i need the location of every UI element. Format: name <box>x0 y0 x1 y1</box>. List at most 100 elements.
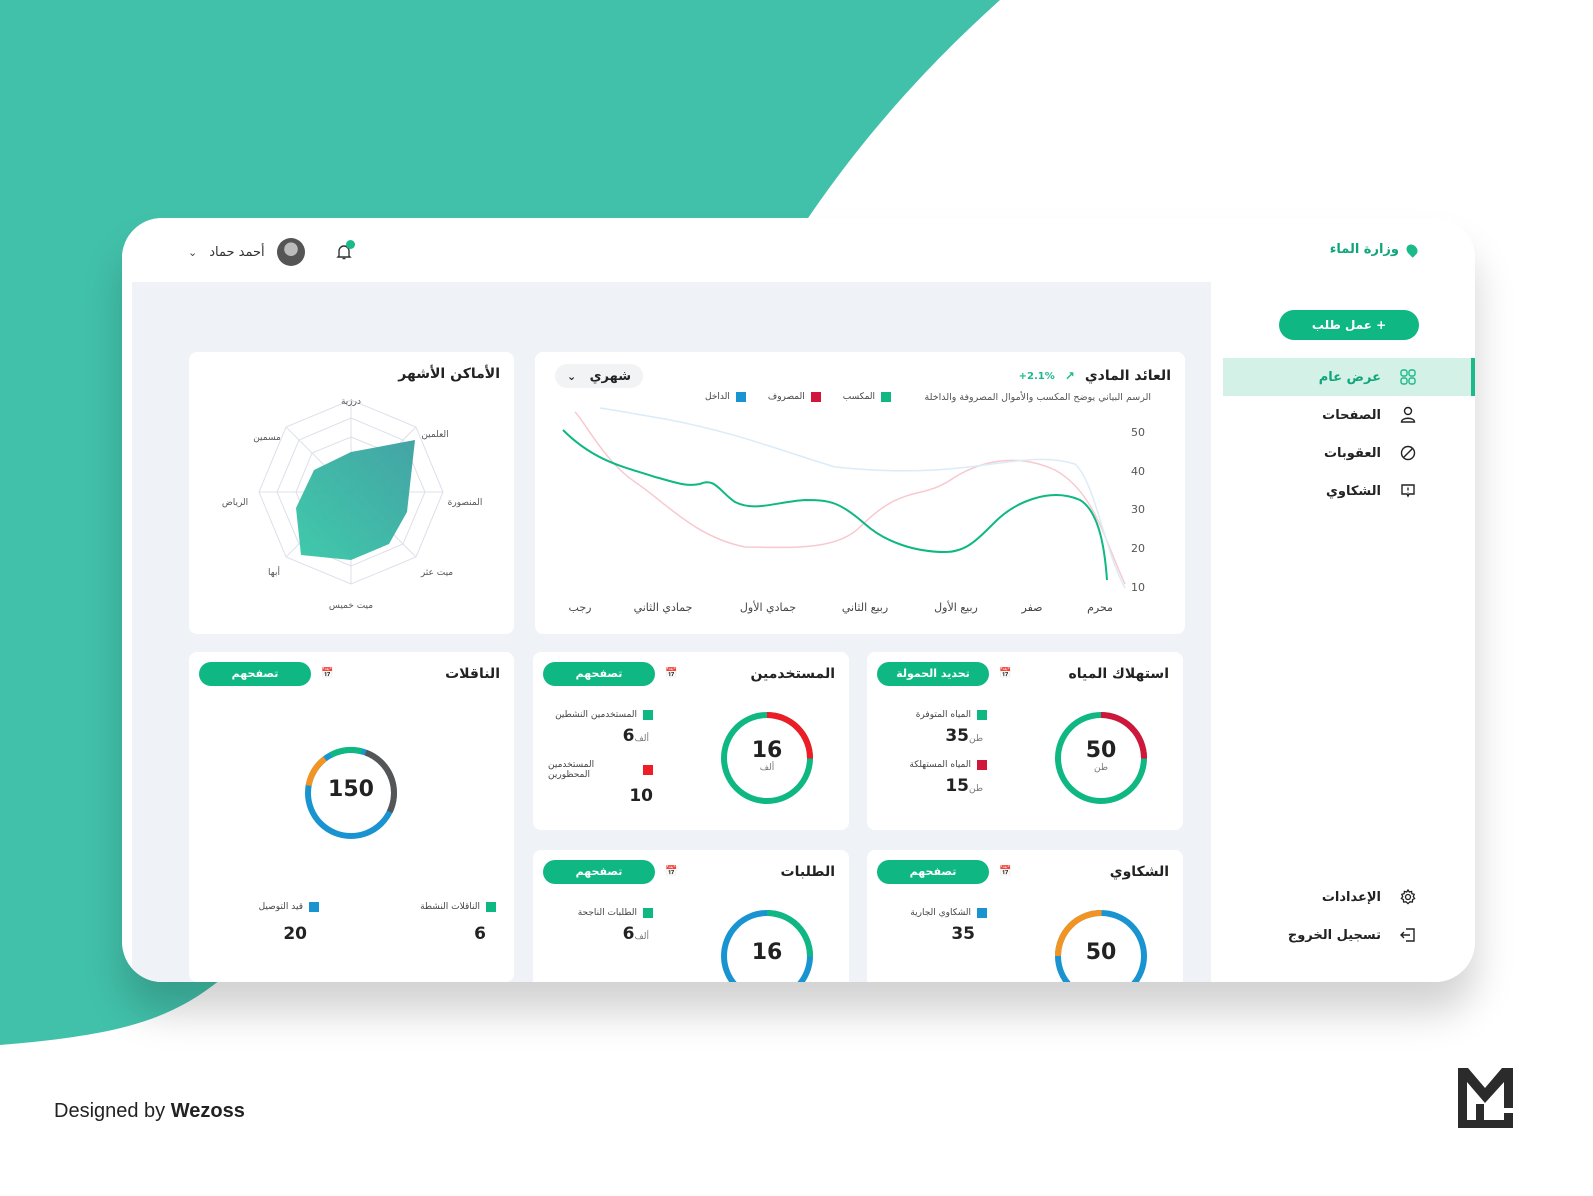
legend-swatch <box>977 908 987 918</box>
trucks-card: الناقلات تصفحهم 📅 150 الناقلات النشطة 6 … <box>189 652 514 982</box>
revenue-legend: الداخل المصروف المكسب <box>705 392 892 402</box>
water-title: استهلاك المياه <box>1068 666 1169 682</box>
legend-swatch <box>643 710 653 720</box>
location-pin-icon <box>1404 241 1420 258</box>
user-icon <box>1399 406 1417 424</box>
sidebar-item-label: الشكاوي <box>1325 483 1381 499</box>
ban-icon <box>1399 444 1417 462</box>
period-select[interactable]: ⌄ شهري <box>555 364 643 388</box>
trucks-legend-active: الناقلات النشطة 6 <box>396 902 496 944</box>
main-content: العائد المادي ↗ +2.1% الرسم البياني يوضح… <box>132 282 1211 982</box>
legend-swatch <box>881 392 892 402</box>
legend-label: الداخل <box>705 392 730 402</box>
places-card: الأماكن الأشهر درزية العلمين المنصورة مي… <box>189 352 514 634</box>
legend-swatch <box>309 902 319 912</box>
design-credit: Designed by Wezoss <box>54 1100 245 1122</box>
gear-icon <box>1399 888 1417 906</box>
x-tick: ربيع الأول <box>934 600 978 614</box>
legend-label: المكسب <box>842 392 876 402</box>
users-card: المستخدمين تصفحهم 📅 المستخدمين النشطين أ… <box>533 652 849 830</box>
y-tick: 40 <box>1131 465 1145 478</box>
y-tick: 30 <box>1131 503 1145 516</box>
legend-swatch <box>977 760 987 770</box>
sidebar-bottom: الإعدادات تسجيل الخروج <box>1223 878 1475 954</box>
browse-complaints-button[interactable]: تصفحهم <box>877 860 989 884</box>
sidebar-item-label: تسجيل الخروج <box>1287 927 1381 943</box>
calendar-icon[interactable]: 📅 <box>321 668 334 679</box>
sidebar-item-penalties[interactable]: العقوبات <box>1223 434 1475 472</box>
browse-requests-button[interactable]: تصفحهم <box>543 860 655 884</box>
svg-text:درزية: درزية <box>341 397 361 407</box>
avatar[interactable] <box>276 238 305 266</box>
legend-label: المصروف <box>767 392 805 402</box>
requests-card: الطلبات تصفحهم 📅 الطلبات الناجحة ألف6 16 <box>533 850 849 982</box>
browse-users-button[interactable]: تصفحهم <box>543 662 655 686</box>
x-tick: ربيع الثاني <box>842 601 888 614</box>
x-tick: محرم <box>1087 601 1113 614</box>
grid-icon <box>1399 368 1417 386</box>
user-menu[interactable]: ⌄ أحمد حماد <box>188 238 355 266</box>
set-load-button[interactable]: تحديد الحمولة <box>877 662 989 686</box>
sidebar-item-settings[interactable]: الإعدادات <box>1223 878 1475 916</box>
requests-legend: الطلبات الناجحة ألف6 <box>563 908 653 944</box>
legend-swatch <box>643 908 653 918</box>
notification-dot <box>345 240 355 249</box>
legend-swatch <box>486 902 496 912</box>
chevron-down-icon[interactable]: ⌄ <box>188 245 198 259</box>
x-tick: جمادي الثاني <box>634 601 693 614</box>
sidebar-nav: عرض عام الصفحات العقوبات الشكاوي <box>1223 358 1475 510</box>
browse-trucks-button[interactable]: تصفحهم <box>199 662 311 686</box>
x-tick: جمادي الأول <box>740 600 796 614</box>
legend-swatch <box>810 392 821 402</box>
revenue-change: +2.1% <box>1018 370 1055 382</box>
user-name: أحمد حماد <box>209 244 265 260</box>
revenue-line-chart: 50 40 30 20 10 محرم صفر ربيع الأول ربيع … <box>562 407 1145 614</box>
revenue-subtitle: الرسم البياني يوضح المكسب والأموال المصر… <box>924 392 1152 403</box>
chevron-down-icon: ⌄ <box>567 369 577 383</box>
users-legend: المستخدمين النشطين ألف6 المستخدمين المحظ… <box>548 710 653 806</box>
sidebar-item-complaints[interactable]: الشكاوي <box>1223 472 1475 510</box>
sidebar-item-pages[interactable]: الصفحات <box>1223 396 1475 434</box>
alert-message-icon <box>1399 482 1417 500</box>
legend-swatch <box>977 710 987 720</box>
calendar-icon[interactable]: 📅 <box>665 668 678 679</box>
water-legend: المياه المتوفرة طن35 المياه المستهلكة طن… <box>897 710 987 796</box>
places-title: الأماكن الأشهر <box>398 366 500 382</box>
y-tick: 20 <box>1131 542 1145 555</box>
svg-text:المنصورة: المنصورة <box>448 498 483 508</box>
complaints-card: الشكاوي تصفحهم 📅 الشكاوي الجارية 35 50 <box>867 850 1183 982</box>
revenue-card: العائد المادي ↗ +2.1% الرسم البياني يوضح… <box>535 352 1185 634</box>
new-request-button[interactable]: + عمل طلب <box>1279 310 1419 340</box>
svg-text:ميت عثر: ميت عثر <box>420 568 453 578</box>
legend-swatch <box>643 765 653 775</box>
calendar-icon[interactable]: 📅 <box>665 866 678 877</box>
sidebar-item-overview[interactable]: عرض عام <box>1223 358 1475 396</box>
svg-text:مسمين: مسمين <box>253 433 281 443</box>
brand-name: وزارة الماء <box>1329 242 1399 257</box>
sidebar-item-logout[interactable]: تسجيل الخروج <box>1223 916 1475 954</box>
svg-text:العلمين: العلمين <box>421 430 448 440</box>
sidebar-item-label: الإعدادات <box>1321 889 1381 905</box>
users-donut: 16 ألف <box>719 710 815 806</box>
calendar-icon[interactable]: 📅 <box>999 668 1012 679</box>
svg-text:الرياض: الرياض <box>222 498 248 508</box>
brand[interactable]: وزارة الماء <box>1329 241 1420 258</box>
app-window: وزارة الماء ⌄ أحمد حماد + عمل طلب عرض عا… <box>122 218 1475 982</box>
designer-logo-icon <box>1458 1068 1513 1128</box>
calendar-icon[interactable]: 📅 <box>999 866 1012 877</box>
sidebar: + عمل طلب عرض عام الصفحات العقوبات الشكا… <box>1223 282 1475 982</box>
legend-swatch <box>735 392 746 402</box>
revenue-title: العائد المادي ↗ +2.1% <box>1018 368 1171 384</box>
svg-text:أبها: أبها <box>268 566 280 578</box>
sidebar-item-label: الصفحات <box>1322 407 1381 423</box>
top-bar: وزارة الماء ⌄ أحمد حماد <box>122 218 1475 282</box>
x-tick: صفر <box>1021 601 1043 614</box>
users-title: المستخدمين <box>750 666 835 682</box>
y-tick: 50 <box>1131 426 1145 439</box>
sidebar-item-label: العقوبات <box>1323 445 1381 461</box>
x-tick: رجب <box>569 601 592 614</box>
trucks-donut: 150 <box>303 745 399 841</box>
complaints-title: الشكاوي <box>1109 864 1169 880</box>
bell-icon[interactable] <box>335 240 355 261</box>
trend-up-icon: ↗ <box>1064 369 1075 383</box>
